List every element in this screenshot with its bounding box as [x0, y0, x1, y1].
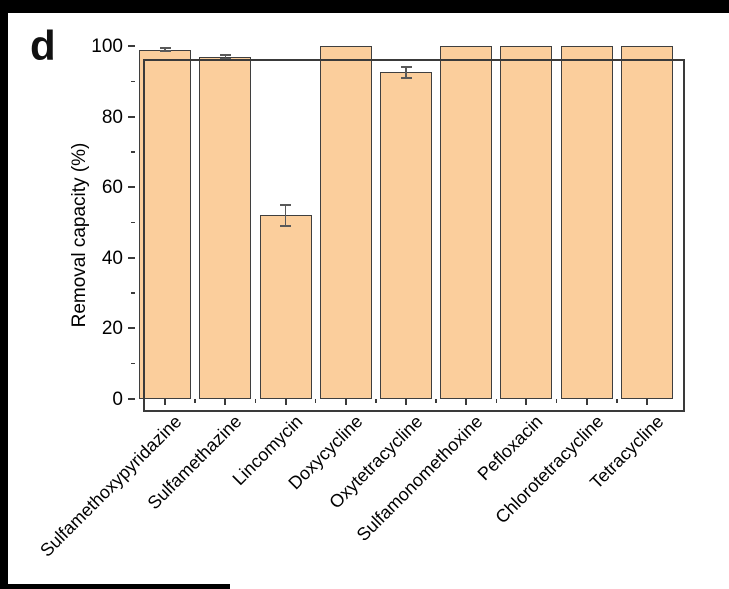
- error-cap-bottom: [219, 57, 231, 60]
- x-axis-minor-tick: [194, 399, 197, 403]
- x-axis-major-tick: [284, 399, 287, 405]
- bar: [440, 46, 493, 399]
- x-axis-category-label: Chlorotetracycline: [491, 411, 608, 528]
- error-bar: [164, 48, 166, 51]
- y-axis-tick-label: 60: [101, 177, 123, 199]
- y-axis-major-tick: [128, 398, 135, 400]
- x-axis-minor-tick: [254, 399, 257, 403]
- y-axis-minor-tick: [131, 80, 135, 83]
- y-axis-major-tick: [128, 327, 135, 330]
- y-axis-title: Removal capacity (%): [69, 142, 90, 328]
- y-axis-major-tick: [128, 115, 135, 118]
- y-axis-major-tick: [128, 256, 135, 259]
- bar: [319, 46, 372, 399]
- y-axis-tick-label: 20: [101, 318, 123, 340]
- y-axis-tick-label: 40: [101, 247, 123, 269]
- y-axis-tick-label: 80: [101, 106, 123, 128]
- y-axis-major-tick: [128, 186, 135, 189]
- error-bar: [224, 54, 227, 59]
- x-axis-major-tick: [585, 399, 588, 405]
- error-bar: [405, 67, 407, 78]
- bar: [620, 46, 673, 399]
- y-axis-minor-tick: [131, 292, 135, 294]
- x-axis-minor-tick: [375, 399, 377, 403]
- bar: [139, 49, 192, 399]
- error-cap-bottom: [159, 50, 171, 52]
- bar: [199, 56, 252, 399]
- y-axis-tick-label: 100: [91, 36, 123, 57]
- x-axis-minor-tick: [314, 399, 317, 403]
- y-axis-minor-tick: [131, 221, 135, 224]
- x-axis-major-tick: [465, 399, 468, 405]
- x-axis-major-tick: [344, 399, 347, 405]
- error-cap-top: [159, 47, 171, 49]
- x-axis-minor-tick: [495, 399, 498, 403]
- bar: [560, 46, 613, 399]
- error-cap-bottom: [400, 77, 412, 79]
- error-bar: [284, 204, 287, 227]
- x-axis-major-tick: [224, 399, 227, 405]
- chart-panel: d Removal capacity (%) 0 20 40 60 80 100 Sulfa…: [8, 13, 729, 589]
- x-axis-minor-tick: [615, 399, 618, 403]
- error-cap-top: [400, 66, 412, 68]
- x-axis-major-tick: [525, 399, 528, 405]
- background-sliver: [0, 584, 230, 589]
- error-cap-top: [280, 204, 292, 206]
- y-axis-tick-label: 0: [112, 389, 123, 410]
- y-axis-major-tick: [128, 45, 135, 47]
- plot-frame: [143, 59, 685, 412]
- error-cap-top: [219, 54, 231, 56]
- x-axis-major-tick: [645, 399, 648, 405]
- x-axis-major-tick: [405, 399, 407, 405]
- panel-label: d: [30, 22, 56, 69]
- error-cap-bottom: [280, 225, 292, 227]
- x-axis-major-tick: [164, 399, 167, 405]
- y-axis-minor-tick: [131, 151, 135, 153]
- x-axis-minor-tick: [555, 399, 558, 403]
- bar: [380, 72, 432, 399]
- x-axis-minor-tick: [435, 399, 437, 403]
- y-axis-minor-tick: [131, 362, 135, 365]
- bar: [500, 46, 553, 399]
